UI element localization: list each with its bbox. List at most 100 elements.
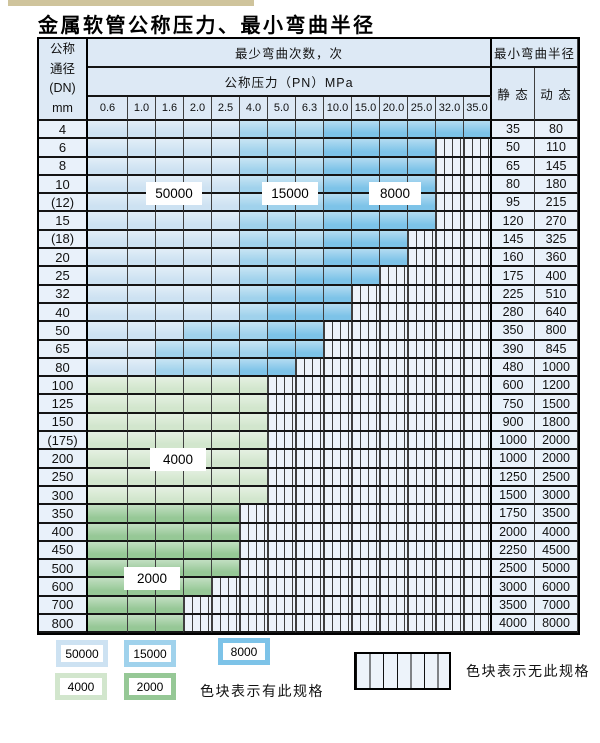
no-spec-cell <box>296 486 324 506</box>
no-spec-cell <box>296 541 324 561</box>
spec-cell <box>128 505 156 524</box>
dynamic-radius-value: 1500 <box>535 395 578 414</box>
spec-cell <box>268 358 296 378</box>
no-spec-cell <box>464 560 492 579</box>
static-radius-value: 3500 <box>492 596 535 616</box>
legend-swatch-50000: 50000 <box>56 640 108 667</box>
spec-cell <box>268 157 296 176</box>
pressure-table: 公称 通径 (DN) mm 最少弯曲次数，次 最小弯曲半径 公称压力（PN）MP… <box>37 37 580 636</box>
spec-cell <box>380 121 408 140</box>
spec-cell <box>268 121 296 140</box>
static-radius-value: 2500 <box>492 560 535 579</box>
no-spec-cell <box>464 322 492 341</box>
pressure-tick: 32.0 <box>436 97 464 121</box>
nominal-pressure-header: 公称压力（PN）MPa <box>88 68 492 97</box>
spec-cell <box>88 230 128 250</box>
no-spec-cell <box>380 395 408 414</box>
no-spec-cell <box>408 615 436 634</box>
dynamic-radius-value: 3500 <box>535 505 578 524</box>
no-spec-cell <box>380 541 408 561</box>
pressure-tick: 15.0 <box>352 97 380 121</box>
spec-cell <box>240 121 268 140</box>
spec-cell <box>212 395 240 414</box>
no-spec-cell <box>436 578 464 597</box>
spec-cell <box>296 157 324 176</box>
no-spec-cell <box>352 322 380 341</box>
no-spec-cell <box>240 505 268 524</box>
dynamic-radius-value: 5000 <box>535 560 578 579</box>
spec-cell <box>128 541 156 561</box>
spec-cell <box>128 377 156 396</box>
no-spec-cell <box>296 560 324 579</box>
dynamic-radius-value: 3000 <box>535 486 578 506</box>
spec-cell <box>212 468 240 487</box>
no-spec-cell <box>380 505 408 524</box>
dn-label: 700 <box>39 596 88 616</box>
spec-cell <box>240 395 268 414</box>
dn-label: 80 <box>39 358 88 378</box>
spec-cell <box>212 322 240 341</box>
no-spec-cell <box>436 212 464 231</box>
spec-cell <box>88 285 128 304</box>
dn-label: (18) <box>39 230 88 250</box>
no-spec-cell <box>464 395 492 414</box>
spec-cell <box>88 450 128 469</box>
spec-cell <box>324 157 352 176</box>
spec-cell <box>240 230 268 250</box>
no-spec-cell <box>324 322 352 341</box>
cycles-overlay-50000: 50000 <box>146 182 202 205</box>
no-spec-cell <box>352 395 380 414</box>
spec-cell <box>128 413 156 433</box>
no-spec-cell <box>352 432 380 451</box>
dn-label: 65 <box>39 340 88 359</box>
no-spec-cell <box>436 523 464 542</box>
dynamic-radius-value: 640 <box>535 303 578 323</box>
spec-cell <box>324 194 352 213</box>
dynamic-radius-value: 4500 <box>535 541 578 561</box>
spec-cell <box>88 578 128 597</box>
spec-cell <box>184 468 212 487</box>
dn-label: 20 <box>39 249 88 268</box>
dn-label: 40 <box>39 303 88 323</box>
dn-label: 6 <box>39 139 88 158</box>
pressure-tick: 25.0 <box>408 97 436 121</box>
no-spec-cell <box>324 377 352 396</box>
spec-cell <box>128 267 156 286</box>
static-radius-value: 1750 <box>492 505 535 524</box>
spec-cell <box>184 560 212 579</box>
dn-label: 50 <box>39 322 88 341</box>
spec-cell <box>128 285 156 304</box>
spec-cell <box>156 157 184 176</box>
no-spec-cell <box>464 596 492 616</box>
no-spec-cell <box>408 395 436 414</box>
dynamic-radius-value: 800 <box>535 322 578 341</box>
spec-cell <box>240 432 268 451</box>
dynamic-radius-value: 80 <box>535 121 578 140</box>
no-spec-cell <box>324 578 352 597</box>
no-spec-cell <box>296 413 324 433</box>
spec-cell <box>128 139 156 158</box>
spec-cell <box>268 230 296 250</box>
spec-cell <box>128 432 156 451</box>
spec-cell <box>268 322 296 341</box>
dynamic-radius-value: 6000 <box>535 578 578 597</box>
legend-no-spec-text: 色块表示无此规格 <box>466 663 590 679</box>
dn-label: 500 <box>39 560 88 579</box>
no-spec-cell <box>352 340 380 359</box>
spec-cell <box>268 212 296 231</box>
no-spec-cell <box>380 615 408 634</box>
pressure-tick: 1.6 <box>156 97 184 121</box>
spec-cell <box>212 157 240 176</box>
dynamic-radius-value: 2000 <box>535 450 578 469</box>
dynamic-radius-value: 2500 <box>535 468 578 487</box>
no-spec-cell <box>436 413 464 433</box>
spec-cell <box>184 486 212 506</box>
spec-cell <box>184 523 212 542</box>
pressure-tick: 2.0 <box>184 97 212 121</box>
legend-swatch-label: 2000 <box>129 678 171 695</box>
spec-cell <box>88 432 128 451</box>
dynamic-radius-value: 7000 <box>535 596 578 616</box>
spec-cell <box>212 121 240 140</box>
spec-cell <box>88 615 128 634</box>
dynamic-radius-value: 510 <box>535 285 578 304</box>
